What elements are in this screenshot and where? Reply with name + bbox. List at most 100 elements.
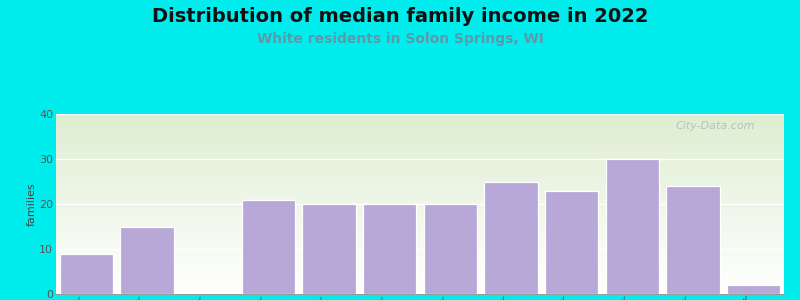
Bar	[56, 156, 784, 157]
Bar	[56, 212, 784, 213]
Bar	[56, 241, 784, 242]
Bar	[56, 183, 784, 184]
Bar	[56, 266, 784, 267]
Bar	[56, 128, 784, 129]
Bar	[56, 232, 784, 233]
Bar	[56, 290, 784, 291]
Bar	[56, 169, 784, 170]
Bar	[56, 131, 784, 132]
Bar	[56, 190, 784, 191]
Bar	[56, 165, 784, 166]
Bar	[56, 244, 784, 245]
Bar	[56, 284, 784, 285]
Bar	[56, 179, 784, 180]
Bar	[56, 200, 784, 201]
Bar	[56, 203, 784, 204]
Bar	[56, 287, 784, 288]
Bar	[56, 198, 784, 199]
Bar	[56, 247, 784, 248]
Text: Distribution of median family income in 2022: Distribution of median family income in …	[152, 8, 648, 26]
Bar	[56, 255, 784, 256]
Bar	[56, 118, 784, 119]
Bar	[56, 127, 784, 128]
Bar	[56, 186, 784, 187]
Bar	[56, 275, 784, 276]
Bar	[56, 129, 784, 130]
Bar	[56, 168, 784, 169]
Bar	[56, 277, 784, 278]
Bar	[56, 240, 784, 241]
Bar	[56, 288, 784, 289]
Bar	[56, 258, 784, 259]
Bar	[56, 139, 784, 140]
Bar	[56, 285, 784, 286]
Bar	[56, 149, 784, 150]
Bar	[56, 205, 784, 206]
Bar	[56, 273, 784, 274]
Bar	[56, 160, 784, 161]
Y-axis label: families: families	[26, 182, 36, 226]
Bar	[56, 159, 784, 160]
Bar	[56, 251, 784, 252]
Bar	[56, 231, 784, 232]
Bar	[56, 124, 784, 125]
Bar	[56, 119, 784, 120]
Bar	[56, 178, 784, 179]
Bar	[56, 163, 784, 164]
Bar	[56, 219, 784, 220]
Bar	[56, 172, 784, 173]
Bar	[56, 171, 784, 172]
Bar	[60, 254, 113, 294]
Bar	[242, 200, 295, 294]
Bar	[56, 227, 784, 228]
Bar	[56, 135, 784, 136]
Bar	[56, 267, 784, 268]
Bar	[56, 116, 784, 117]
Bar	[56, 197, 784, 198]
Bar	[56, 292, 784, 293]
Bar	[56, 213, 784, 214]
Bar	[56, 272, 784, 273]
Bar	[56, 204, 784, 205]
Bar	[56, 137, 784, 138]
Bar	[56, 141, 784, 142]
Bar	[56, 248, 784, 249]
Bar	[56, 254, 784, 255]
Bar	[56, 209, 784, 210]
Bar	[56, 286, 784, 287]
Bar	[484, 182, 538, 294]
Bar	[56, 182, 784, 183]
Bar	[56, 191, 784, 192]
Bar	[56, 235, 784, 236]
Bar	[56, 143, 784, 144]
Bar	[56, 192, 784, 193]
Bar	[56, 194, 784, 195]
Bar	[56, 176, 784, 177]
Bar	[56, 151, 784, 152]
Bar	[56, 282, 784, 283]
Bar	[56, 208, 784, 209]
Bar	[56, 279, 784, 280]
Bar	[56, 136, 784, 137]
Bar	[56, 144, 784, 145]
Bar	[56, 147, 784, 148]
Bar	[56, 187, 784, 188]
Bar	[56, 125, 784, 126]
Bar	[56, 239, 784, 240]
Bar	[56, 195, 784, 196]
Text: City-Data.com: City-Data.com	[675, 121, 755, 131]
Bar	[56, 180, 784, 181]
Bar	[120, 226, 174, 294]
Bar	[56, 146, 784, 147]
Bar	[56, 120, 784, 121]
Bar	[56, 225, 784, 226]
Bar	[56, 276, 784, 277]
Bar	[666, 186, 720, 294]
Bar	[606, 159, 659, 294]
Bar	[56, 154, 784, 155]
Bar	[56, 157, 784, 158]
Bar	[56, 224, 784, 225]
Bar	[56, 293, 784, 294]
Bar	[56, 173, 784, 174]
Bar	[56, 217, 784, 218]
